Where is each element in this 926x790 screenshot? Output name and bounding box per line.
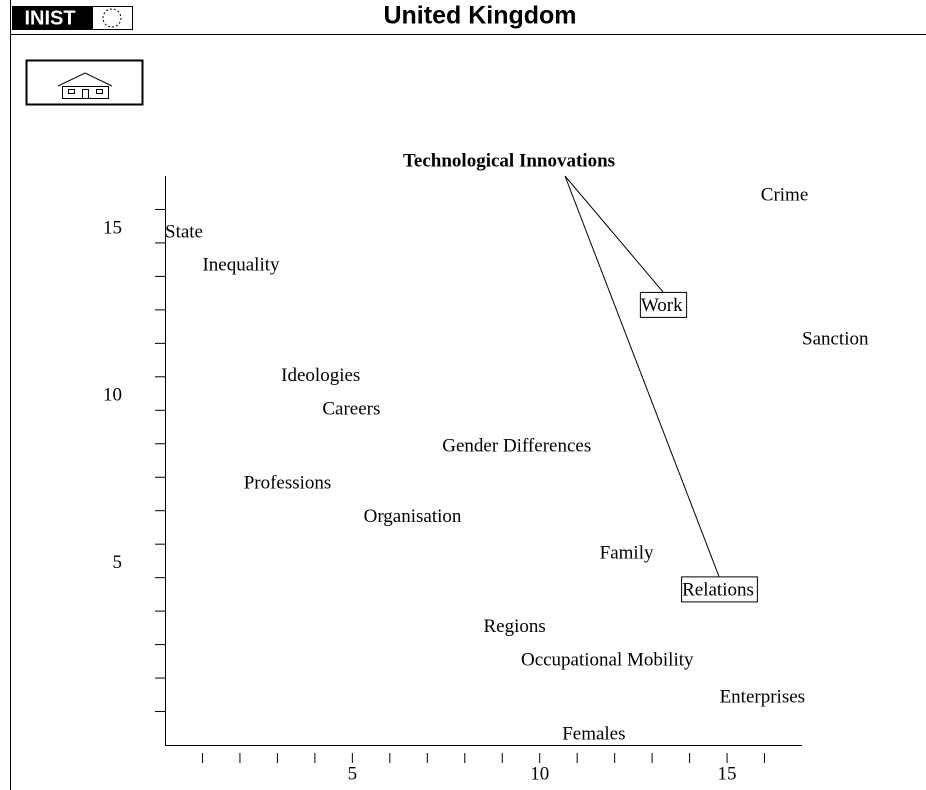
home-button-frame[interactable]	[25, 59, 144, 106]
home-window	[68, 89, 75, 94]
x-tick-label: 5	[348, 763, 358, 784]
y-tick-label: 10	[103, 385, 122, 406]
term: Relations	[682, 579, 754, 600]
term: Professions	[244, 472, 332, 493]
home-window	[96, 89, 103, 94]
link	[564, 175, 664, 293]
focus-term: Technological Innovations	[403, 150, 615, 171]
term-box	[639, 291, 688, 318]
term: Organisation	[364, 506, 462, 527]
term: Work	[641, 295, 683, 316]
term: Gender Differences	[442, 435, 591, 456]
term: Crime	[761, 184, 809, 205]
term: State	[165, 221, 203, 242]
term-box	[681, 576, 758, 603]
emblem-circle	[102, 8, 122, 28]
x-tick-label: 10	[530, 763, 549, 784]
term: Females	[562, 723, 625, 744]
logo-box	[12, 6, 92, 30]
term: Ideologies	[281, 365, 360, 386]
term: Family	[600, 543, 654, 564]
title: United Kingdom	[383, 2, 576, 30]
term: Careers	[322, 399, 380, 420]
link	[564, 175, 720, 577]
term: Sanction	[802, 328, 869, 349]
term: Inequality	[202, 255, 280, 276]
term: Regions	[484, 616, 546, 637]
y-tick-label: 5	[113, 552, 123, 573]
logo: INIST	[24, 7, 75, 29]
home-roof	[57, 72, 113, 87]
term: Enterprises	[720, 687, 805, 708]
home-button[interactable]	[25, 59, 144, 106]
term: Occupational Mobility	[521, 650, 694, 671]
x-tick-label: 15	[718, 763, 737, 784]
home-door	[82, 89, 89, 99]
y-tick-label: 15	[103, 217, 122, 238]
logo-emblem	[92, 6, 133, 30]
